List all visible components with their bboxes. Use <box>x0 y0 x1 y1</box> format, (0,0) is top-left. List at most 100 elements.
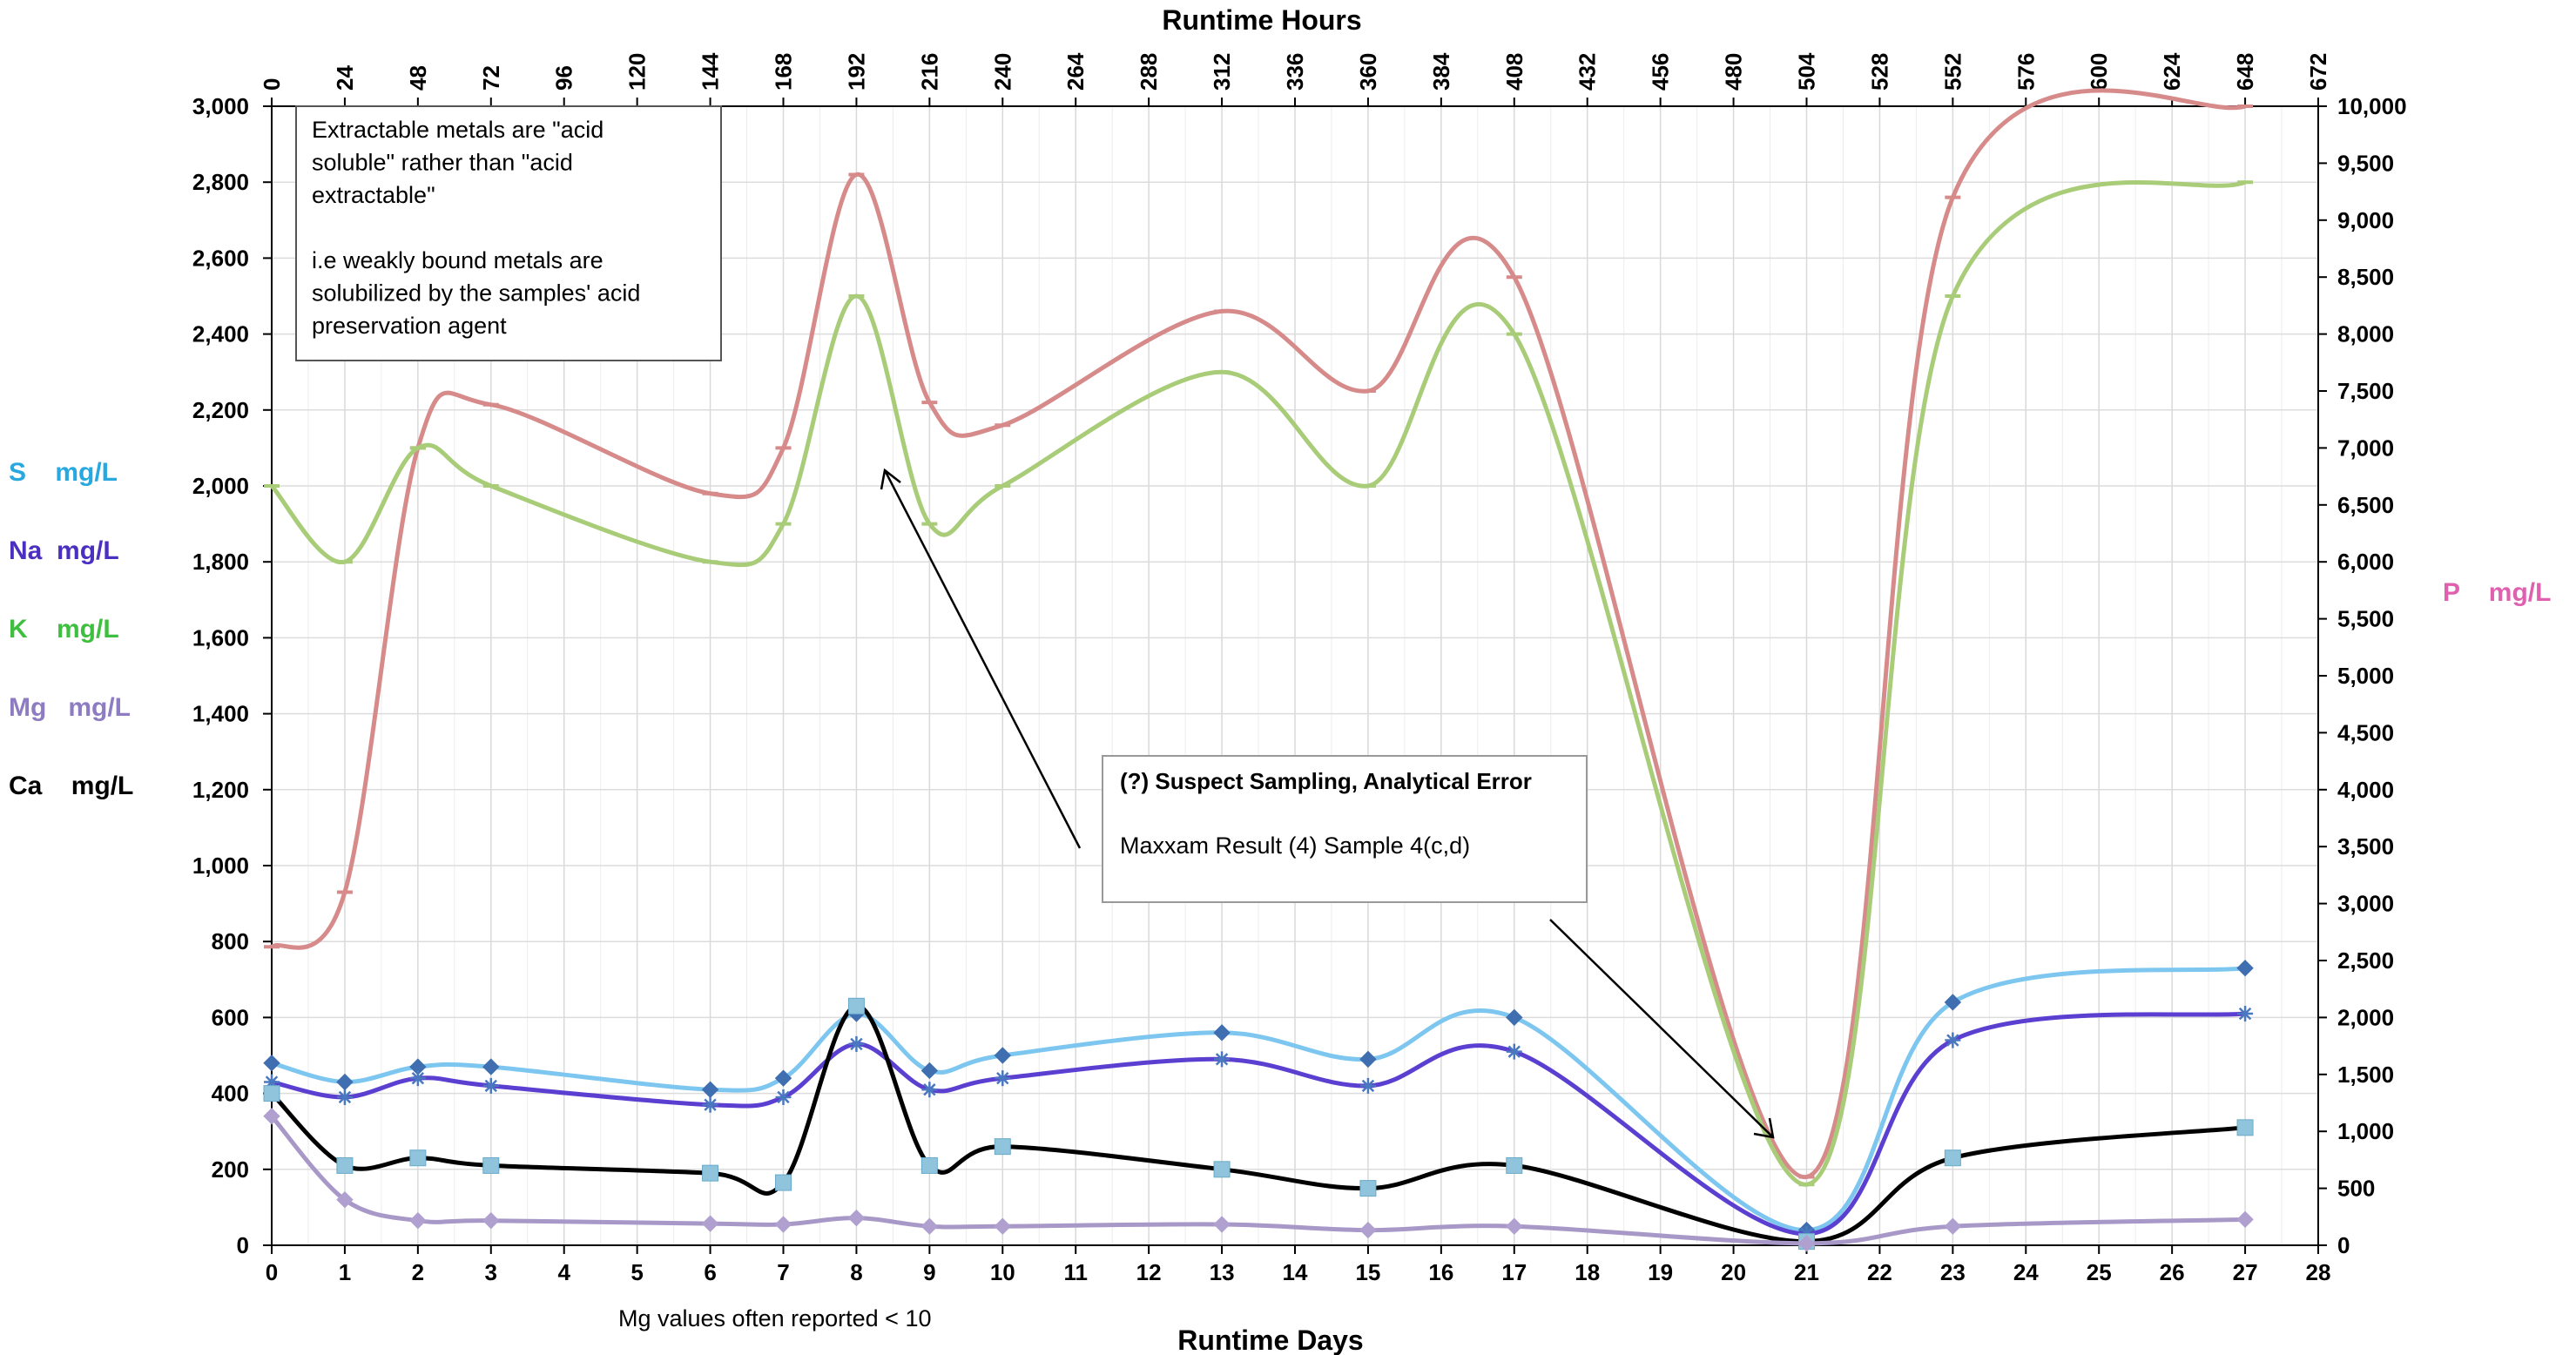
point-Na-4 <box>702 1096 718 1113</box>
y-right-tick-label-1: 500 <box>2337 1176 2375 1202</box>
y-left-tick-label-8: 1,600 <box>192 624 249 651</box>
annotation-acid-line-5: solubilized by the samples' acid <box>312 280 640 307</box>
y-right-tick-label-12: 6,000 <box>2337 549 2394 575</box>
x-bottom-tick-label-14: 14 <box>1283 1259 1308 1285</box>
point-Mg-11 <box>1506 1217 1523 1235</box>
y-right-tick-label-8: 4,000 <box>2337 777 2394 803</box>
annotation-acid-line-2: extractable" <box>312 182 435 208</box>
right-axis-label: P mg/L <box>2443 578 2551 607</box>
x-bottom-tick-label-3: 3 <box>485 1259 497 1285</box>
point-S-7 <box>920 1062 939 1080</box>
y-left-tick-label-3: 600 <box>212 1004 249 1030</box>
x-top-tick-label-7: 168 <box>771 53 797 91</box>
y-right-tick-label-9: 4,500 <box>2337 719 2394 745</box>
left-label-3: Mg mg/L <box>9 693 131 722</box>
x-top-tick-label-18: 432 <box>1575 53 1601 91</box>
point-Mg-7 <box>920 1217 939 1235</box>
annotation-acid-line-0: Extractable metals are "acid <box>312 117 604 143</box>
series-S <box>263 960 2254 1239</box>
x-top-tick-label-8: 192 <box>843 53 869 91</box>
point-Na-14 <box>2237 1006 2254 1022</box>
y-left-tick-label-11: 2,200 <box>192 397 249 423</box>
point-Ca-9 <box>1213 1161 1231 1178</box>
point-Ca-1 <box>336 1156 354 1174</box>
x-top-tick-label-0: 0 <box>259 78 285 91</box>
annotation-acid-line-6: preservation agent <box>312 313 507 339</box>
left-label-2: K mg/L <box>9 615 119 644</box>
x-bottom-tick-label-5: 5 <box>631 1259 643 1285</box>
mg-footnote: Mg values often reported < 10 <box>618 1305 931 1331</box>
x-top-tick-label-13: 312 <box>1209 53 1235 91</box>
x-top-tick-label-26: 624 <box>2159 52 2185 91</box>
point-Na-9 <box>1214 1051 1231 1068</box>
point-Ca-3 <box>482 1156 500 1174</box>
y-right-tick-label-4: 2,000 <box>2337 1004 2394 1030</box>
x-bottom-tick-label-27: 27 <box>2233 1259 2258 1285</box>
x-top-tick-label-17: 408 <box>1501 53 1527 91</box>
x-top-tick-label-3: 72 <box>478 65 504 91</box>
point-Mg-2 <box>409 1211 427 1230</box>
point-Na-2 <box>409 1070 426 1087</box>
y-left-tick-label-5: 1,000 <box>192 853 249 879</box>
x-bottom-tick-label-2: 2 <box>412 1259 424 1285</box>
annotation-box-error: (?) Suspect Sampling, Analytical Error Ma… <box>1102 755 1588 903</box>
x-bottom-tick-label-19: 19 <box>1648 1259 1673 1285</box>
x-bottom-tick-label-9: 9 <box>923 1259 935 1285</box>
series-layer <box>263 88 2254 1252</box>
x-top-tick-label-2: 48 <box>405 65 431 91</box>
y-left-tick-label-15: 3,000 <box>192 93 249 119</box>
x-bottom-tick-label-11: 11 <box>1063 1259 1088 1285</box>
series-line-P <box>270 88 2246 1180</box>
series-Mg <box>263 1108 2254 1252</box>
x-top-tick-label-25: 600 <box>2086 53 2112 91</box>
y-right-tick-label-0: 0 <box>2337 1232 2350 1258</box>
x-bottom-tick-label-0: 0 <box>266 1259 278 1285</box>
point-S-8 <box>994 1047 1011 1064</box>
point-Na-6 <box>848 1035 865 1052</box>
x-top-tick-label-6: 144 <box>698 52 724 91</box>
y-right-tick-label-14: 7,000 <box>2337 435 2394 461</box>
x-top-tick-label-12: 288 <box>1136 53 1162 91</box>
point-Mg-3 <box>482 1211 500 1230</box>
point-Na-7 <box>921 1082 938 1098</box>
y-left-tick-label-12: 2,400 <box>192 321 249 347</box>
y-left-tick-label-2: 400 <box>212 1081 249 1107</box>
series-line-K <box>270 179 2247 1187</box>
annotation-box-acid: Extractable metals are "acid soluble" rat… <box>295 105 722 361</box>
x-top-tick-label-20: 480 <box>1721 53 1747 91</box>
y-right-tick-label-17: 8,500 <box>2337 264 2394 290</box>
x-bottom-tick-label-17: 17 <box>1501 1259 1527 1285</box>
x-bottom-tick-label-21: 21 <box>1794 1259 1819 1285</box>
point-Ca-14 <box>2236 1119 2254 1136</box>
annotation-arrows <box>880 468 1775 1139</box>
point-S-10 <box>1359 1050 1377 1068</box>
point-Mg-9 <box>1213 1216 1231 1233</box>
x-top-axis-title: Runtime Hours <box>1162 4 1361 36</box>
x-top-tick-label-24: 576 <box>2013 53 2039 91</box>
y-right-tick-label-20: 10,000 <box>2337 93 2407 119</box>
point-Mg-6 <box>847 1209 866 1227</box>
annotation-error-line-2: Maxxam Result (4) Sample 4(c,d) <box>1120 833 1470 859</box>
arrow-to-peak-line <box>883 469 1082 849</box>
point-S-3 <box>482 1058 500 1075</box>
left-label-1: Na mg/L <box>9 536 119 565</box>
y-right-tick-label-16: 8,000 <box>2337 321 2394 347</box>
y-right-tick-label-2: 1,000 <box>2337 1118 2394 1144</box>
point-Ca-0 <box>263 1085 280 1102</box>
y-left-tick-label-0: 0 <box>237 1232 249 1258</box>
x-bottom-tick-label-7: 7 <box>777 1259 789 1285</box>
arrow-to-dip-head <box>1753 1117 1775 1139</box>
y-left-tick-label-10: 2,000 <box>192 473 249 499</box>
y-right-tick-label-15: 7,500 <box>2337 378 2394 404</box>
x-bottom-tick-label-22: 22 <box>1867 1259 1892 1285</box>
x-bottom-tick-label-26: 26 <box>2160 1259 2185 1285</box>
point-Mg-1 <box>336 1190 354 1209</box>
tick-labels: 02004006008001,0001,2001,4001,6001,8002,… <box>192 52 2407 1285</box>
point-Mg-12 <box>1797 1235 1816 1252</box>
x-bottom-tick-label-1: 1 <box>339 1259 351 1285</box>
series-P <box>264 88 2254 1180</box>
point-Ca-2 <box>409 1149 427 1167</box>
point-Mg-14 <box>2236 1210 2254 1229</box>
arrow-to-dip-line <box>1549 919 1774 1138</box>
point-S-11 <box>1506 1008 1523 1027</box>
